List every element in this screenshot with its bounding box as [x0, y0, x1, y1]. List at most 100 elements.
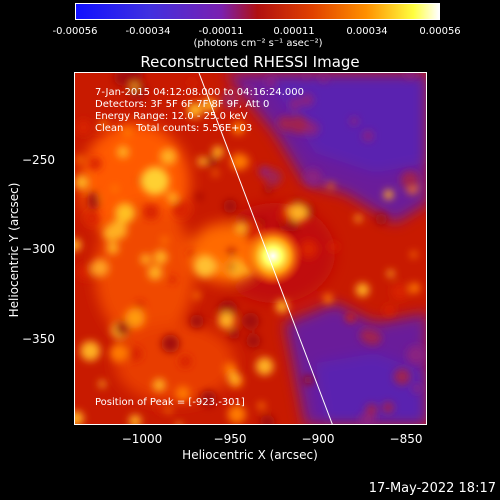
texture-blob	[354, 214, 362, 223]
texture-blob	[383, 189, 394, 200]
texture-blob	[153, 250, 168, 265]
colorbar	[75, 3, 440, 20]
texture-blob	[383, 304, 395, 316]
texture-blob	[382, 401, 394, 414]
texture-blob	[227, 248, 236, 256]
energy-range: Energy Range: 12.0 - 25.0 keV	[95, 111, 248, 122]
texture-blob	[128, 346, 143, 361]
colorbar-unit: (photons cm⁻² s⁻¹ asec⁻²)	[193, 38, 323, 49]
colorbar-tick: -0.00034	[125, 26, 171, 37]
peak-position: Position of Peak = [-923,-301]	[95, 397, 245, 408]
texture-blob	[143, 204, 159, 220]
texture-blob	[265, 76, 277, 87]
texture-blob	[277, 115, 294, 132]
texture-blob	[230, 153, 248, 171]
texture-blob	[328, 242, 339, 252]
texture-blob	[106, 242, 119, 255]
clean-info: Clean Total counts: 5.56E+03	[95, 123, 253, 134]
detectors-info: Detectors: 3F 5F 6F 7F 8F 9F, Att 0	[95, 99, 270, 110]
texture-blob	[355, 283, 370, 297]
texture-blob	[75, 238, 82, 252]
colorbar-tick: -0.00011	[198, 26, 244, 37]
texture-blob	[88, 157, 102, 171]
texture-blob	[228, 328, 240, 340]
texture-blob	[155, 403, 165, 413]
texture-blob	[212, 146, 224, 158]
texture-blob	[391, 283, 409, 301]
texture-blob	[179, 355, 192, 368]
colorbar-tick: 0.00056	[419, 26, 461, 37]
texture-blob	[84, 210, 100, 227]
texture-blob	[299, 239, 319, 259]
texture-blob	[231, 121, 245, 135]
texture-blob	[409, 282, 420, 294]
colorbar-tick: -0.00056	[52, 26, 98, 37]
texture-blob	[220, 89, 241, 110]
texture-blob	[349, 117, 359, 126]
texture-blob	[193, 291, 201, 300]
texture-blob	[197, 156, 207, 167]
texture-blob	[227, 405, 247, 424]
texture-blob	[288, 115, 308, 135]
texture-blob	[113, 73, 131, 86]
texture-blob	[412, 383, 422, 393]
y-axis-label: Heliocentric Y (arcsec)	[7, 182, 21, 318]
y-tick: −250	[22, 153, 55, 167]
texture-blob	[218, 312, 235, 329]
texture-blob	[176, 422, 182, 424]
texture-blob	[212, 170, 219, 177]
bright-clump	[115, 203, 135, 223]
texture-blob	[75, 155, 84, 164]
texture-blob	[375, 213, 387, 225]
texture-blob	[290, 104, 298, 112]
y-tick: −350	[22, 332, 55, 346]
texture-blob	[135, 300, 145, 310]
texture-blob	[189, 314, 204, 329]
texture-blob	[87, 191, 99, 203]
x-axis-label: Heliocentric X (arcsec)	[182, 448, 318, 462]
x-tick: −950	[213, 432, 247, 446]
texture-blob	[323, 293, 333, 304]
texture-blob	[116, 145, 130, 159]
texture-blob	[160, 236, 169, 245]
texture-blob	[215, 259, 231, 275]
texture-blob	[75, 411, 84, 424]
texture-blob	[246, 333, 261, 348]
texture-blob	[285, 219, 299, 232]
heatmap-image	[75, 73, 426, 424]
texture-blob	[400, 170, 420, 190]
texture-blob	[140, 254, 151, 265]
x-tick: −1000	[121, 432, 163, 446]
texture-blob	[168, 275, 177, 284]
texture-blob	[275, 299, 289, 313]
texture-blob	[289, 204, 308, 222]
texture-blob	[195, 193, 203, 201]
texture-blob	[240, 216, 247, 223]
time-range: 7-Jan-2015 04:12:08.000 to 04:16:24.000	[95, 87, 304, 98]
texture-blob	[255, 357, 274, 376]
texture-blob	[228, 263, 235, 271]
texture-blob	[188, 79, 196, 87]
texture-blob	[115, 321, 130, 336]
texture-blob	[242, 312, 260, 330]
texture-blob	[96, 126, 104, 134]
texture-blob	[227, 371, 240, 385]
texture-blob	[319, 74, 328, 83]
texture-blob	[152, 378, 166, 392]
bright-clump	[91, 259, 109, 277]
texture-blob	[362, 328, 378, 345]
x-tick: −850	[389, 432, 423, 446]
texture-blob	[187, 102, 203, 118]
texture-blob	[257, 402, 266, 410]
texture-blob	[166, 407, 173, 414]
texture-blob	[257, 217, 266, 226]
texture-blob	[200, 390, 217, 407]
texture-blob	[345, 313, 355, 323]
y-tick: −300	[22, 242, 55, 256]
texture-blob	[98, 380, 106, 388]
texture-blob	[327, 182, 335, 190]
texture-blob	[99, 119, 108, 128]
texture-blob	[410, 251, 417, 258]
texture-blob	[75, 119, 92, 136]
texture-blob	[244, 86, 255, 97]
